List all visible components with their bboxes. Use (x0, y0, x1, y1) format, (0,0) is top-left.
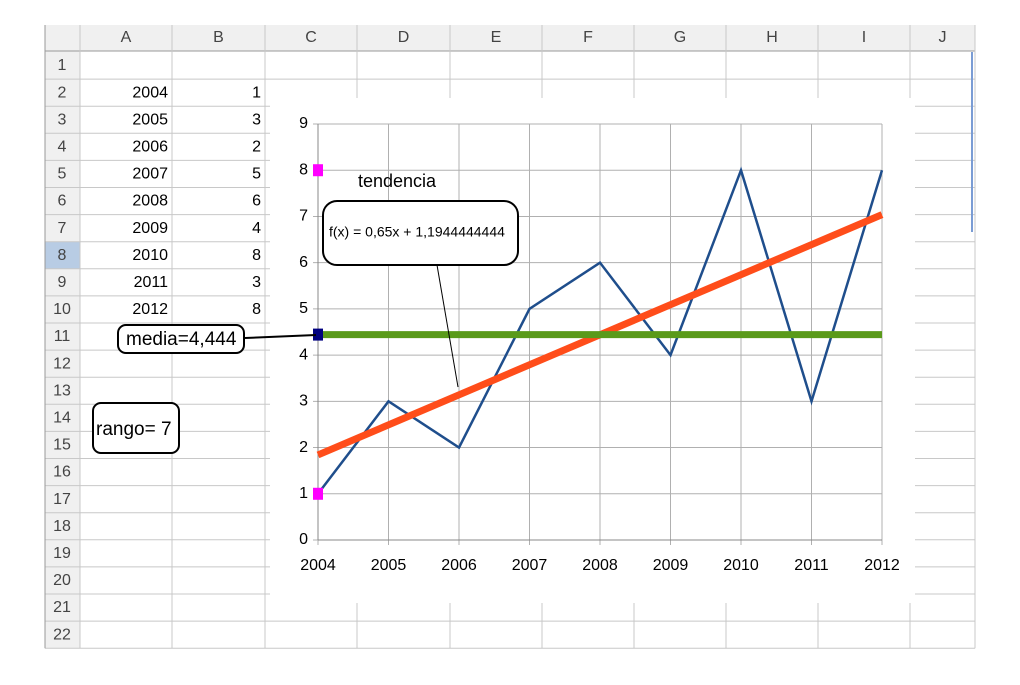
cell[interactable]: 2012 (132, 301, 168, 318)
row-header[interactable]: 7 (58, 220, 67, 237)
textbox-text: rango= 7 (96, 419, 172, 440)
y-tick-label: 0 (299, 531, 308, 548)
callout-line (436, 264, 459, 388)
column-header[interactable]: I (862, 29, 866, 46)
cell[interactable]: 4 (252, 220, 261, 237)
row-header[interactable]: 10 (53, 301, 71, 318)
annotation: tendencia (358, 171, 437, 191)
x-tick-label: 2006 (441, 557, 477, 574)
cell[interactable]: 5 (252, 166, 261, 183)
marker (313, 164, 323, 177)
y-tick-label: 1 (299, 485, 308, 502)
column-header[interactable]: D (398, 29, 410, 46)
column-header[interactable]: G (674, 29, 686, 46)
marker (313, 487, 323, 500)
row-header[interactable]: 3 (58, 111, 67, 128)
cell[interactable]: 8 (252, 247, 261, 264)
x-tick-label: 2008 (582, 557, 618, 574)
cell[interactable]: 2005 (132, 111, 168, 128)
row-header[interactable]: 17 (53, 491, 71, 508)
textbox (117, 324, 245, 354)
textbox-text: media=4,444 (126, 329, 237, 350)
row-header[interactable]: 14 (53, 410, 71, 427)
cell[interactable]: 6 (252, 193, 261, 210)
cell[interactable]: 1 (252, 84, 261, 101)
row-header[interactable]: 4 (58, 139, 67, 156)
column-header[interactable]: C (305, 29, 317, 46)
row-header[interactable]: 22 (53, 626, 71, 643)
x-tick-label: 2007 (512, 557, 548, 574)
x-tick-label: 2009 (653, 557, 689, 574)
row-header[interactable]: 19 (53, 545, 71, 562)
column-header[interactable]: F (583, 29, 593, 46)
row-header[interactable]: 21 (53, 599, 71, 616)
row-header[interactable]: 15 (53, 437, 71, 454)
row-header[interactable]: 8 (58, 247, 67, 264)
y-tick-label: 2 (299, 439, 308, 456)
cell[interactable]: 8 (252, 301, 261, 318)
column-header[interactable]: B (213, 29, 224, 46)
x-tick-label: 2004 (300, 557, 336, 574)
x-tick-label: 2005 (371, 557, 407, 574)
row-header[interactable]: 9 (58, 274, 67, 291)
row-header[interactable]: 12 (53, 355, 71, 372)
column-header-bar (45, 25, 975, 51)
cell[interactable]: 2008 (132, 193, 168, 210)
connector (244, 334, 317, 339)
x-tick-label: 2011 (794, 557, 829, 574)
chart-area (270, 98, 915, 603)
column-header[interactable]: E (491, 29, 502, 46)
cell[interactable]: 2004 (132, 84, 168, 101)
marker (313, 328, 323, 341)
y-tick-label: 9 (299, 115, 308, 132)
y-tick-label: 6 (299, 254, 308, 271)
y-tick-label: 3 (299, 393, 308, 410)
x-tick-label: 2012 (864, 557, 900, 574)
row-header[interactable]: 13 (53, 382, 71, 399)
row-header[interactable]: 20 (53, 572, 71, 589)
x-tick-label: 2010 (723, 557, 759, 574)
cell[interactable]: 2 (252, 139, 261, 156)
cell[interactable]: 3 (252, 111, 261, 128)
row-header[interactable]: 18 (53, 518, 71, 535)
y-tick-label: 8 (299, 161, 308, 178)
cell[interactable]: 2010 (132, 247, 168, 264)
textbox (92, 402, 180, 454)
selected-row-header (45, 241, 80, 269)
row-header[interactable]: 11 (54, 328, 71, 345)
row-header[interactable]: 1 (58, 57, 67, 74)
cell[interactable]: 2011 (134, 274, 169, 291)
column-header[interactable]: H (766, 29, 778, 46)
row-header[interactable]: 16 (53, 464, 71, 481)
column-header[interactable]: J (939, 29, 947, 46)
row-header-bar (45, 25, 80, 649)
cell[interactable]: 3 (252, 274, 261, 291)
callout-box (322, 200, 519, 266)
row-header[interactable]: 5 (58, 166, 67, 183)
row-header[interactable]: 6 (58, 193, 67, 210)
cell[interactable]: 2009 (132, 220, 168, 237)
row-header[interactable]: 2 (58, 84, 67, 101)
y-tick-label: 5 (299, 300, 308, 317)
cell[interactable]: 2007 (132, 166, 168, 183)
column-header[interactable]: A (121, 29, 132, 46)
y-tick-label: 4 (299, 346, 308, 363)
annotation: f(x) = 0,65x + 1,1944444444 (329, 224, 505, 240)
cell[interactable]: 2006 (132, 139, 168, 156)
y-tick-label: 7 (299, 208, 308, 225)
